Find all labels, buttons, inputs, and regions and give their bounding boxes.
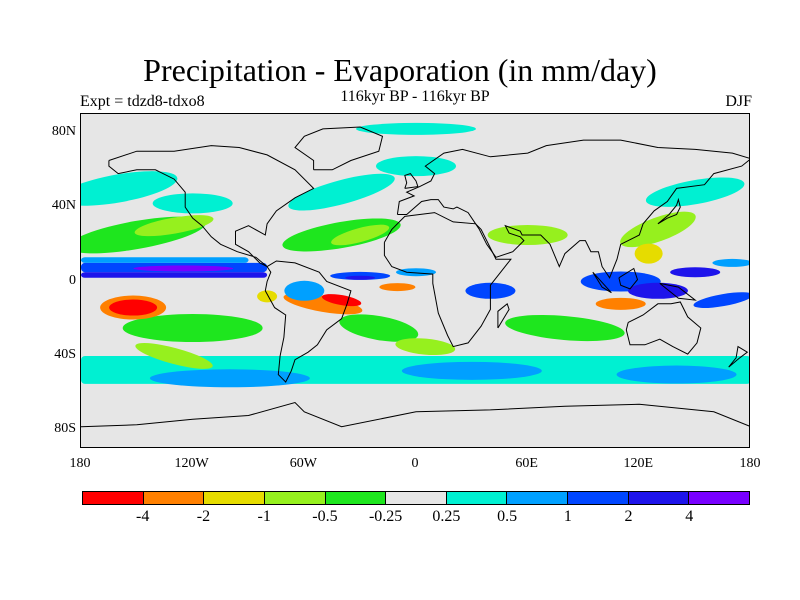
field-patch — [122, 314, 263, 343]
lon-tick-label: 60W — [289, 456, 317, 471]
colorbar-label: -2 — [196, 508, 211, 525]
field-patch — [401, 361, 542, 380]
colorbar-box — [204, 492, 265, 504]
lon-tick-label: 120E — [623, 456, 654, 471]
colorbar-label: 1 — [563, 508, 572, 525]
field-patch — [712, 258, 749, 267]
colorbar-box — [386, 492, 447, 504]
colorbar-label: -4 — [136, 508, 150, 525]
field-patch — [693, 292, 749, 308]
map-plot — [81, 114, 749, 447]
field-patch — [505, 314, 625, 342]
coastline — [497, 302, 510, 329]
colorbar-box — [568, 492, 629, 504]
coastline — [659, 282, 697, 301]
field-patch — [627, 282, 688, 299]
lat-tick-label: 80S — [54, 421, 76, 437]
lon-tick-label: 0 — [411, 456, 419, 471]
colorbar-label: -0.5 — [312, 508, 338, 525]
coastline — [625, 301, 702, 355]
colorbar-label: 4 — [685, 508, 694, 525]
field-patch — [356, 122, 476, 135]
field-patch — [257, 290, 278, 303]
field-patch — [595, 297, 646, 310]
field-patch — [331, 224, 390, 246]
field-patch — [288, 173, 395, 211]
colorbar-label: 0.5 — [497, 508, 518, 525]
pe-field — [81, 122, 749, 388]
lat-tick-label: 40N — [51, 198, 76, 214]
colorbar-box — [507, 492, 569, 504]
coastlines — [81, 126, 749, 428]
field-patch — [645, 177, 745, 207]
coastline — [728, 345, 749, 368]
field-patch — [670, 267, 721, 278]
coastline — [618, 267, 639, 290]
lat-tick-label: 80N — [51, 123, 76, 139]
colorbar-box — [446, 492, 508, 504]
field-patch — [109, 299, 158, 316]
field-band — [81, 272, 268, 278]
colorbar-label: 2 — [624, 508, 633, 525]
season-label: DJF — [725, 93, 752, 110]
lat-tick-label: 0 — [69, 272, 76, 288]
coastline — [81, 401, 749, 428]
field-patch — [379, 283, 416, 292]
colorbar-label: -0.25 — [368, 508, 403, 525]
field-patch — [149, 369, 310, 388]
field-patch — [616, 365, 737, 384]
field-band — [81, 257, 249, 263]
lon-tick-label: 60E — [515, 456, 538, 471]
colorbar-box — [325, 492, 387, 504]
colorbar-box — [689, 492, 750, 504]
coastline — [108, 145, 315, 268]
coastline — [592, 271, 612, 294]
lat-tick-label: 40S — [54, 346, 76, 362]
plot-title: Precipitation - Evaporation (in mm/day) — [143, 52, 657, 88]
colorbar-label: -1 — [257, 508, 271, 525]
field-patch — [135, 343, 213, 369]
field-patch — [134, 215, 214, 237]
coastline — [383, 212, 512, 348]
field-patch — [321, 294, 362, 307]
lon-tick-label: 120W — [174, 456, 209, 471]
field-patch — [634, 243, 663, 264]
field-patch — [345, 275, 376, 280]
field-patch — [395, 338, 456, 356]
field-patch — [396, 268, 436, 277]
plot-subtitle: 116kyr BP - 116kyr BP — [340, 88, 490, 105]
field-patch — [376, 156, 456, 177]
experiment-label: Expt = tdzd8-tdxo8 — [80, 93, 205, 110]
colorbar-label: 0.25 — [432, 508, 461, 525]
map-frame — [80, 113, 750, 448]
field-patch — [339, 314, 419, 342]
lon-tick-label: 180 — [69, 456, 91, 471]
field-patch — [81, 171, 178, 206]
coastline — [264, 260, 352, 383]
coastline — [657, 197, 681, 225]
field-patch — [284, 280, 325, 301]
coastline — [294, 126, 384, 171]
coastline — [404, 173, 419, 189]
field-patch — [152, 193, 233, 214]
lon-tick-label: 180 — [739, 456, 761, 471]
colorbar-box — [264, 492, 326, 504]
coastline — [396, 139, 749, 279]
colorbar-box — [83, 492, 144, 504]
colorbar — [82, 491, 750, 505]
field-patch — [133, 265, 234, 272]
field-patch — [620, 211, 696, 248]
colorbar-box — [143, 492, 205, 504]
colorbar-box — [628, 492, 690, 504]
